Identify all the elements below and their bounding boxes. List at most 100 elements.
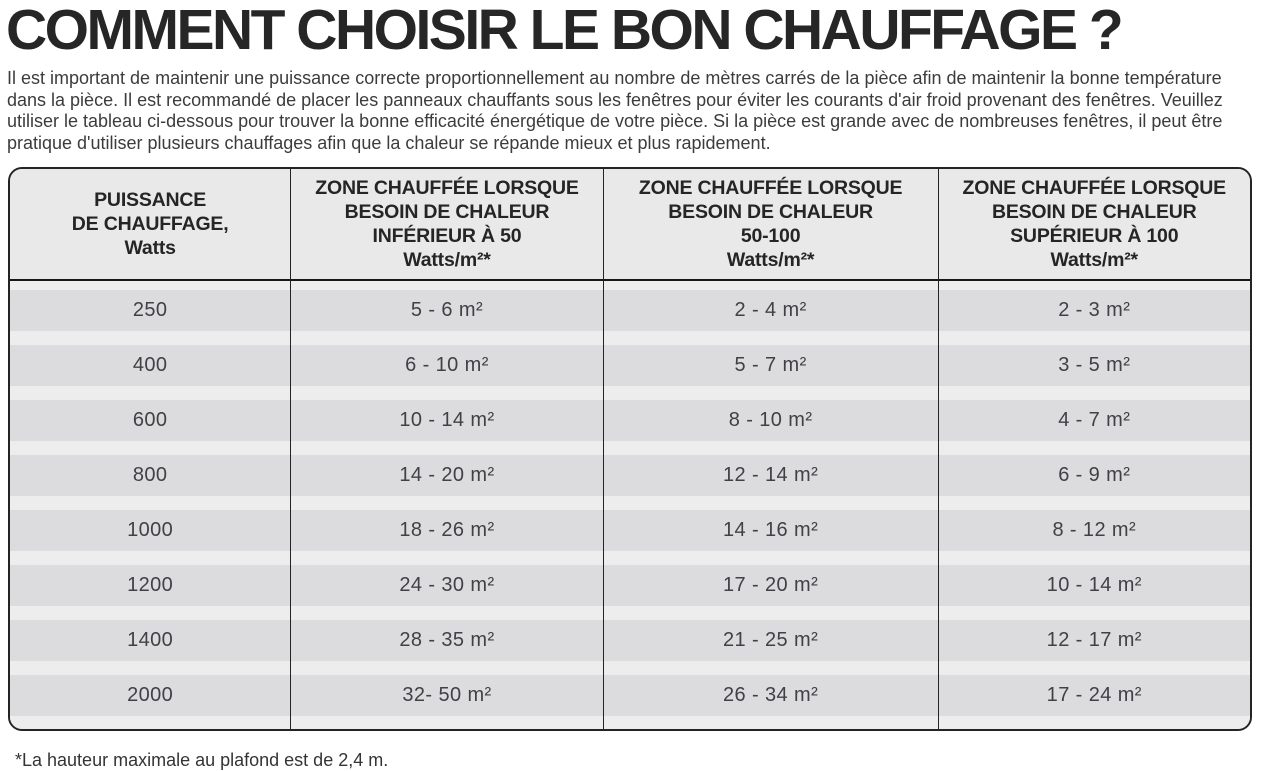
col-header-zone-50-100: ZONE CHAUFFÉE LORSQUE BESOIN DE CHALEUR …	[602, 169, 938, 281]
cell-value: 26 - 34 m²	[603, 675, 938, 716]
cell-watts: 2000	[10, 668, 291, 729]
header-row: PUISSANCE DE CHAUFFAGE, Watts ZONE CHAUF…	[10, 169, 1250, 281]
page: COMMENT CHOISIR LE BON CHAUFFAGE ? Il es…	[6, 0, 1252, 770]
header-line: ZONE CHAUFFÉE LORSQUE	[315, 177, 579, 199]
table-body: 250 5 - 6 m² 2 - 4 m² 2 - 3 m² 400 6 - 1…	[10, 281, 1250, 729]
col-header-zone-over-100: ZONE CHAUFFÉE LORSQUE BESOIN DE CHALEUR …	[937, 169, 1250, 281]
cell-value: 10 - 14 m²	[938, 565, 1250, 606]
heating-table: PUISSANCE DE CHAUFFAGE, Watts ZONE CHAUF…	[10, 169, 1250, 729]
cell-value: 3 - 5 m²	[938, 345, 1250, 386]
cell-zone-50-100: 2 - 4 m²	[602, 281, 938, 338]
cell-zone-50-100: 17 - 20 m²	[602, 558, 938, 613]
cell-watts: 1000	[10, 503, 291, 558]
cell-zone-under-50: 5 - 6 m²	[290, 281, 603, 338]
cell-zone-50-100: 14 - 16 m²	[602, 503, 938, 558]
header-line: Watts	[124, 237, 176, 259]
header-line: DE CHAUFFAGE,	[71, 213, 229, 235]
cell-zone-under-50: 6 - 10 m²	[290, 338, 603, 393]
table-row: 600 10 - 14 m² 8 - 10 m² 4 - 7 m²	[10, 393, 1250, 448]
cell-value: 6 - 9 m²	[938, 455, 1250, 496]
cell-value: 5 - 7 m²	[603, 345, 938, 386]
footnote: *La hauteur maximale au plafond est de 2…	[15, 750, 389, 770]
header-line: Watts/m²*	[403, 249, 491, 271]
cell-value: 21 - 25 m²	[603, 620, 938, 661]
cell-zone-over-100: 2 - 3 m²	[937, 281, 1250, 338]
cell-zone-50-100: 21 - 25 m²	[602, 613, 938, 668]
header-line: ZONE CHAUFFÉE LORSQUE	[638, 177, 903, 199]
cell-zone-over-100: 3 - 5 m²	[937, 338, 1250, 393]
table-row: 1000 18 - 26 m² 14 - 16 m² 8 - 12 m²	[10, 503, 1250, 558]
cell-value: 17 - 24 m²	[938, 675, 1250, 716]
cell-zone-50-100: 5 - 7 m²	[602, 338, 938, 393]
header-line: BESOIN DE CHALEUR	[668, 201, 873, 223]
cell-value: 4 - 7 m²	[938, 400, 1250, 441]
cell-zone-50-100: 8 - 10 m²	[602, 393, 938, 448]
cell-value: 250	[10, 290, 291, 331]
cell-value: 600	[10, 400, 291, 441]
cell-zone-under-50: 18 - 26 m²	[290, 503, 603, 558]
cell-value: 2 - 4 m²	[603, 290, 938, 331]
cell-watts: 1400	[10, 613, 291, 668]
cell-value: 12 - 14 m²	[603, 455, 938, 496]
cell-watts: 400	[10, 338, 291, 393]
col-header-power: PUISSANCE DE CHAUFFAGE, Watts	[10, 169, 291, 281]
header-line: PUISSANCE	[94, 189, 207, 211]
cell-zone-over-100: 6 - 9 m²	[937, 448, 1250, 503]
cell-zone-50-100: 26 - 34 m²	[602, 668, 938, 729]
table-row: 400 6 - 10 m² 5 - 7 m² 3 - 5 m²	[10, 338, 1250, 393]
page-title: COMMENT CHOISIR LE BON CHAUFFAGE ?	[6, 0, 1124, 62]
header-line: Watts/m²*	[1050, 249, 1139, 271]
header-line: INFÉRIEUR À 50	[372, 225, 522, 247]
table-row: 800 14 - 20 m² 12 - 14 m² 6 - 9 m²	[10, 448, 1250, 503]
cell-value: 32- 50 m²	[291, 675, 603, 716]
header-line: ZONE CHAUFFÉE LORSQUE	[962, 177, 1227, 199]
table-row: 1200 24 - 30 m² 17 - 20 m² 10 - 14 m²	[10, 558, 1250, 613]
cell-value: 1200	[10, 565, 291, 606]
cell-value: 2 - 3 m²	[938, 290, 1250, 331]
cell-value: 8 - 10 m²	[603, 400, 938, 441]
cell-value: 6 - 10 m²	[291, 345, 603, 386]
cell-value: 1400	[10, 620, 291, 661]
cell-value: 14 - 20 m²	[291, 455, 603, 496]
cell-value: 1000	[10, 510, 291, 551]
cell-value: 14 - 16 m²	[603, 510, 938, 551]
header-line: BESOIN DE CHALEUR	[991, 201, 1197, 223]
cell-value: 10 - 14 m²	[291, 400, 603, 441]
cell-value: 28 - 35 m²	[291, 620, 603, 661]
cell-zone-under-50: 24 - 30 m²	[290, 558, 603, 613]
cell-zone-under-50: 28 - 35 m²	[290, 613, 603, 668]
header-line: 50-100	[740, 225, 801, 247]
cell-value: 24 - 30 m²	[291, 565, 603, 606]
cell-value: 800	[10, 455, 291, 496]
header-line: BESOIN DE CHALEUR	[344, 201, 550, 223]
cell-value: 2000	[10, 675, 291, 716]
cell-zone-under-50: 32- 50 m²	[290, 668, 603, 729]
cell-watts: 800	[10, 448, 291, 503]
cell-zone-over-100: 12 - 17 m²	[937, 613, 1250, 668]
cell-zone-under-50: 10 - 14 m²	[290, 393, 603, 448]
cell-zone-under-50: 14 - 20 m²	[290, 448, 603, 503]
cell-zone-over-100: 17 - 24 m²	[937, 668, 1250, 729]
heating-table-container: PUISSANCE DE CHAUFFAGE, Watts ZONE CHAUF…	[8, 167, 1252, 731]
col-header-zone-under-50: ZONE CHAUFFÉE LORSQUE BESOIN DE CHALEUR …	[290, 169, 603, 281]
cell-watts: 600	[10, 393, 291, 448]
cell-watts: 250	[10, 281, 291, 338]
cell-watts: 1200	[10, 558, 291, 613]
cell-value: 400	[10, 345, 291, 386]
table-header: PUISSANCE DE CHAUFFAGE, Watts ZONE CHAUF…	[10, 169, 1250, 281]
cell-value: 8 - 12 m²	[938, 510, 1250, 551]
header-line: Watts/m²*	[726, 249, 815, 271]
cell-value: 18 - 26 m²	[291, 510, 603, 551]
cell-value: 5 - 6 m²	[291, 290, 603, 331]
cell-zone-over-100: 4 - 7 m²	[937, 393, 1250, 448]
intro-paragraph: Il est important de maintenir une puissa…	[7, 68, 1223, 153]
cell-zone-over-100: 10 - 14 m²	[937, 558, 1250, 613]
cell-zone-over-100: 8 - 12 m²	[937, 503, 1250, 558]
table-row: 1400 28 - 35 m² 21 - 25 m² 12 - 17 m²	[10, 613, 1250, 668]
table-row: 2000 32- 50 m² 26 - 34 m² 17 - 24 m²	[10, 668, 1250, 729]
cell-zone-50-100: 12 - 14 m²	[602, 448, 938, 503]
table-row: 250 5 - 6 m² 2 - 4 m² 2 - 3 m²	[10, 281, 1250, 338]
cell-value: 17 - 20 m²	[603, 565, 938, 606]
header-line: SUPÉRIEUR À 100	[1010, 225, 1179, 247]
cell-value: 12 - 17 m²	[938, 620, 1250, 661]
